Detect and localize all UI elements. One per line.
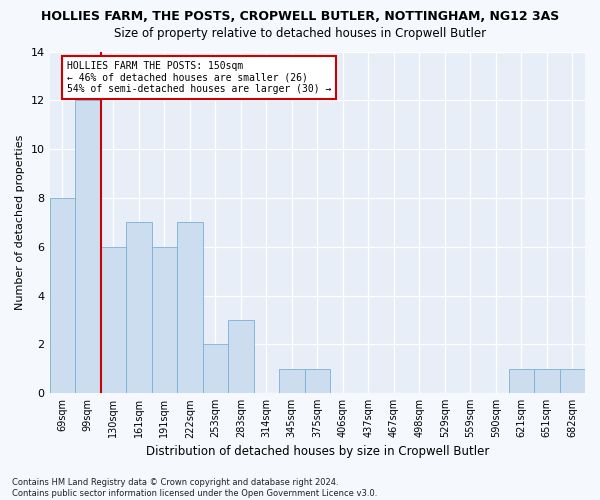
Bar [126, 222, 152, 393]
Text: HOLLIES FARM, THE POSTS, CROPWELL BUTLER, NOTTINGHAM, NG12 3AS: HOLLIES FARM, THE POSTS, CROPWELL BUTLER… [41, 10, 559, 23]
Bar [75, 100, 101, 393]
Bar [279, 369, 305, 393]
Bar [305, 369, 330, 393]
Bar [50, 198, 75, 393]
Bar [101, 247, 126, 393]
Text: Contains HM Land Registry data © Crown copyright and database right 2024.
Contai: Contains HM Land Registry data © Crown c… [12, 478, 377, 498]
Text: HOLLIES FARM THE POSTS: 150sqm
← 46% of detached houses are smaller (26)
54% of : HOLLIES FARM THE POSTS: 150sqm ← 46% of … [67, 62, 331, 94]
Text: Size of property relative to detached houses in Cropwell Butler: Size of property relative to detached ho… [114, 28, 486, 40]
X-axis label: Distribution of detached houses by size in Cropwell Butler: Distribution of detached houses by size … [146, 444, 489, 458]
Bar [560, 369, 585, 393]
Bar [509, 369, 534, 393]
Bar [534, 369, 560, 393]
Bar [177, 222, 203, 393]
Y-axis label: Number of detached properties: Number of detached properties [15, 134, 25, 310]
Bar [228, 320, 254, 393]
Bar [152, 247, 177, 393]
Bar [203, 344, 228, 393]
